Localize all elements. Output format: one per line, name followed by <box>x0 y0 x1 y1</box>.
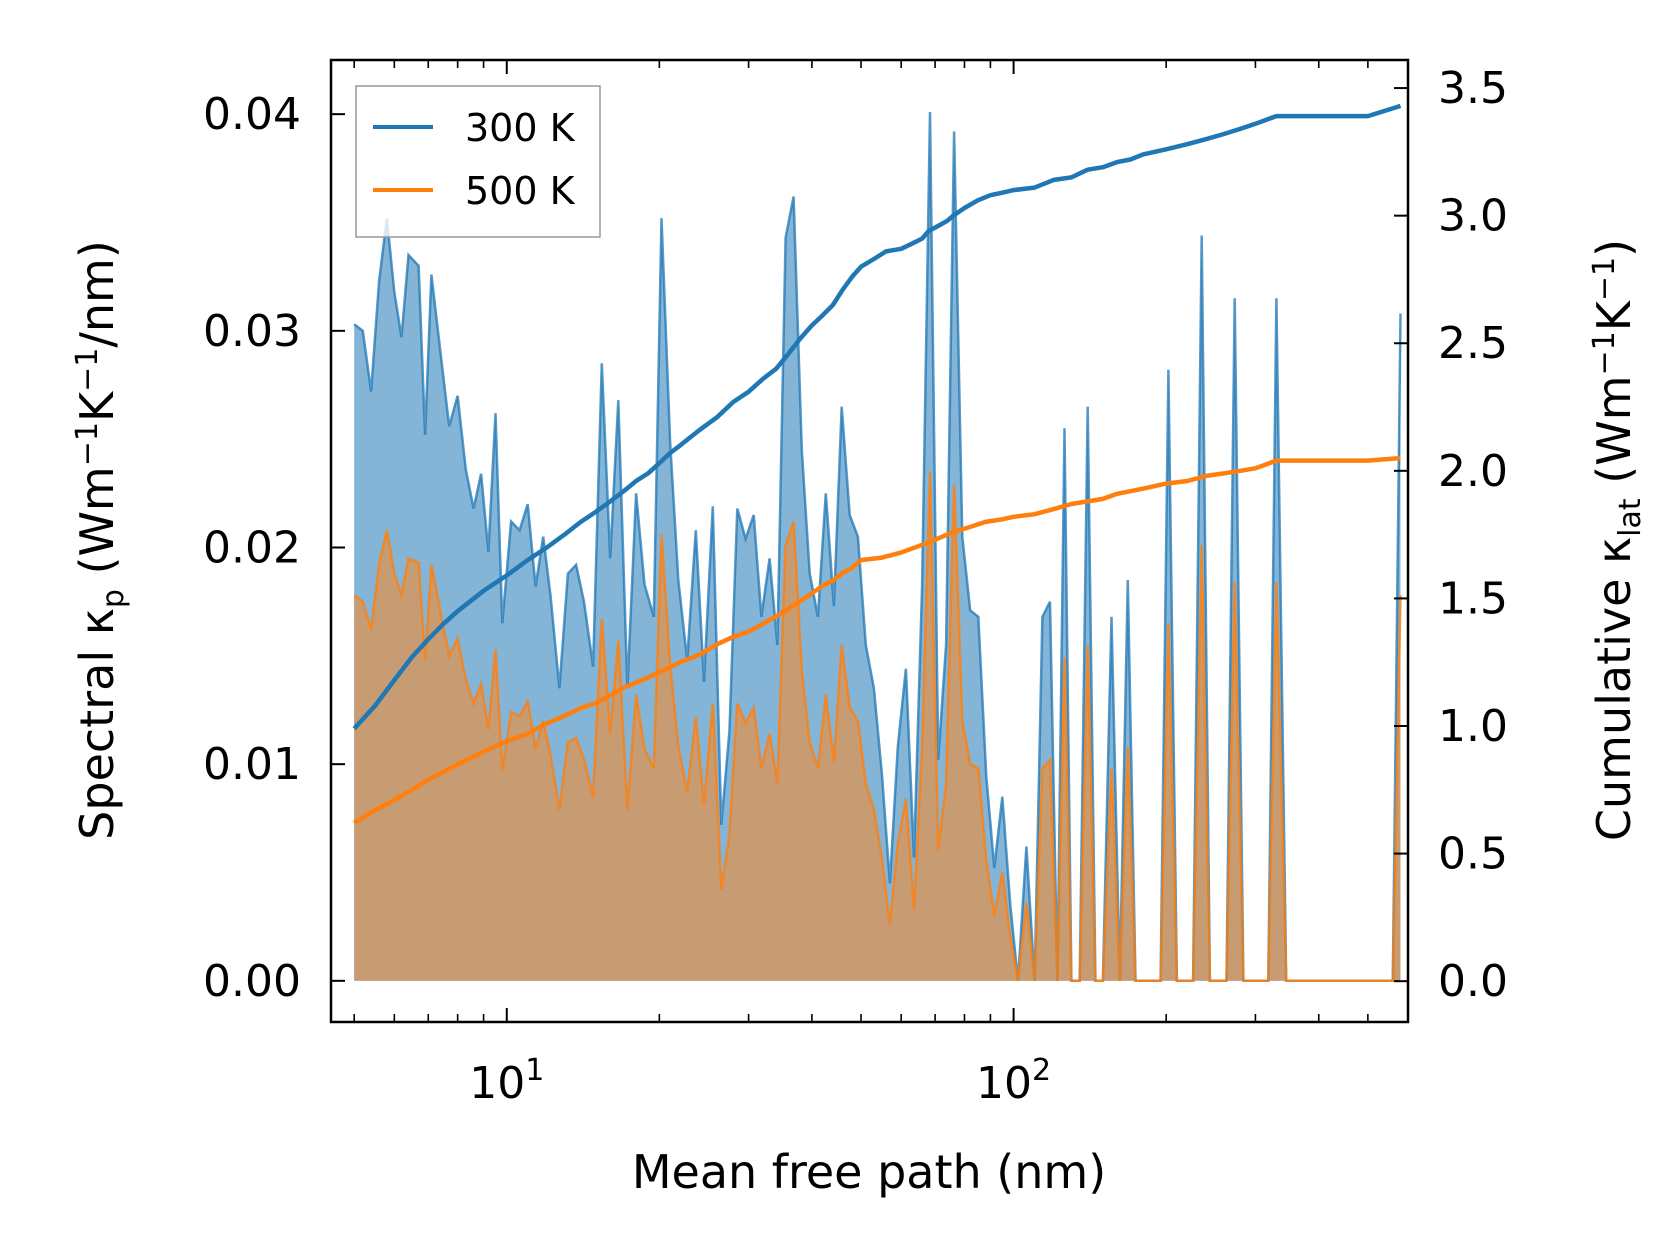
right-ylabel-post2: ) <box>1587 239 1641 257</box>
left-ylabel-sub: p <box>96 589 131 608</box>
left-ylabel-pre: Spectral κ <box>70 608 124 840</box>
right-ylabel-sup1: −1 <box>1587 331 1622 375</box>
plot-frame <box>329 58 1410 1024</box>
tick-layer: 0.00 0.01 0.02 0.03 0.04 0.0 0.5 1.0 1.5 2.0 2.5 3.… <box>203 60 1508 1109</box>
right-ylabel-mid: K <box>1587 299 1641 331</box>
right-y-tick-label: 2.0 <box>1438 446 1508 497</box>
left-y-tick-label: 0.02 <box>203 523 301 574</box>
right-ylabel-sup2: −1 <box>1587 257 1622 301</box>
right-y-tick-label: 1.0 <box>1438 701 1508 752</box>
legend-300k-label: 300 K <box>465 106 576 150</box>
right-ylabel-pre: Cumulative κ <box>1587 537 1641 841</box>
x-tick-label: 101 <box>469 1053 544 1109</box>
spectral-500k-outline <box>353 471 1402 983</box>
left-ylabel-mid: K <box>70 390 124 422</box>
right-y-tick-label: 3.5 <box>1438 63 1508 114</box>
left-y-tick-label: 0.01 <box>203 739 301 790</box>
x-axis-title: Mean free path (nm) <box>632 1145 1106 1199</box>
right-ylabel-post1: (Wm <box>1587 375 1641 498</box>
left-y-tick-label: 0.00 <box>203 956 301 1007</box>
right-y-tick-label: 2.5 <box>1438 318 1508 369</box>
legend-500k-label: 500 K <box>465 169 576 213</box>
right-y-tick-label: 0.5 <box>1438 829 1508 880</box>
spectral-500k-area <box>354 471 1401 981</box>
left-y-axis-title: Spectral κp (Wm−1K−1/nm) <box>70 240 131 840</box>
spectral-fill-layer <box>353 111 1402 983</box>
legend-box <box>355 85 601 238</box>
cumulative-500k-line <box>353 455 1401 825</box>
right-ylabel-sub: lat <box>1613 498 1648 537</box>
cumulative-300k-line <box>352 103 1402 731</box>
series-line-layer <box>352 103 1402 825</box>
left-ylabel-sup2: −1 <box>70 348 105 392</box>
x-tick-label: 102 <box>976 1053 1051 1109</box>
left-ylabel-post1: (Wm <box>70 466 124 589</box>
legend: 300 K 500 K <box>355 85 601 238</box>
right-y-axis-title: Cumulative κlat (Wm−1K−1) <box>1587 239 1648 841</box>
left-y-tick-label: 0.04 <box>203 89 301 140</box>
right-y-tick-label: 1.5 <box>1438 573 1508 624</box>
right-y-tick-label: 0.0 <box>1438 956 1508 1007</box>
right-y-tick-label: 3.0 <box>1438 191 1508 242</box>
left-ylabel-sup1: −1 <box>70 422 105 466</box>
left-y-tick-label: 0.03 <box>203 306 301 357</box>
left-ylabel-post2: /nm) <box>70 240 124 347</box>
